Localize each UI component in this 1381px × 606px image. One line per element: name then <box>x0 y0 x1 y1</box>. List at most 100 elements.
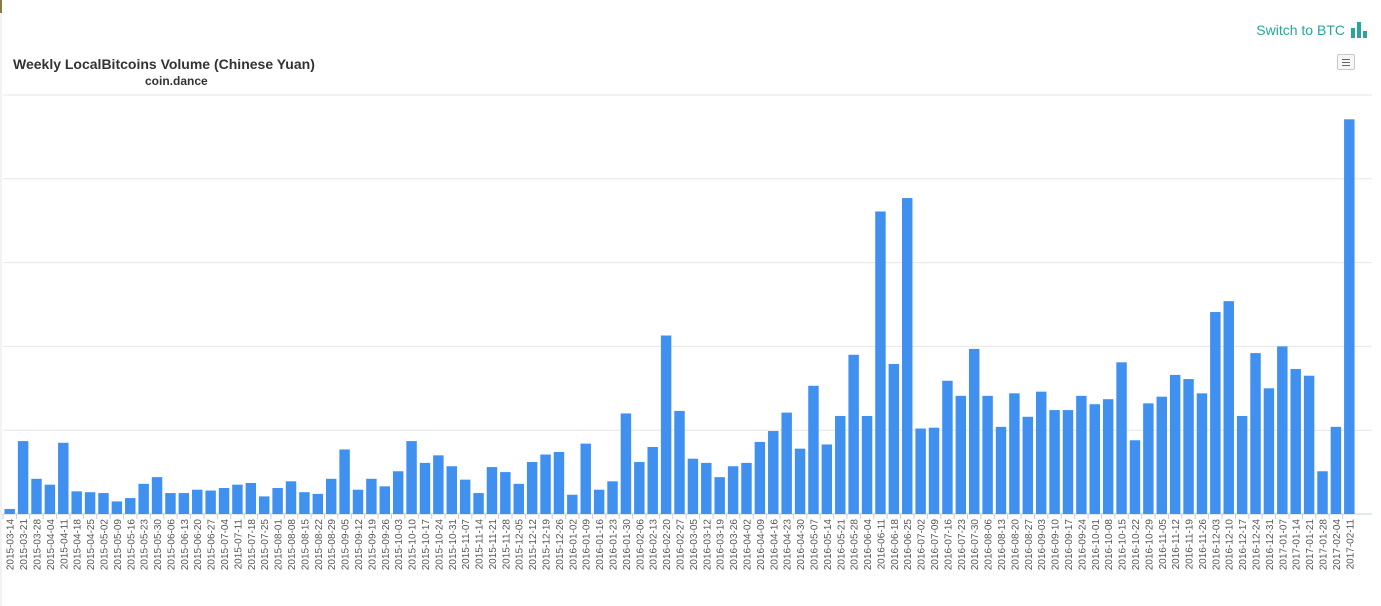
bar-2016-01-23[interactable] <box>607 481 618 514</box>
bar-2016-01-16[interactable] <box>593 489 605 514</box>
bar-2016-05-07[interactable] <box>808 385 819 514</box>
bar-2016-02-20[interactable] <box>660 335 672 514</box>
bar-2016-09-24[interactable] <box>1076 395 1087 514</box>
bar-2015-05-23[interactable] <box>138 483 149 514</box>
bar-2015-03-21[interactable] <box>17 441 29 514</box>
bar-2016-10-08[interactable] <box>1102 399 1114 514</box>
bar-2016-12-17[interactable] <box>1236 415 1248 514</box>
bar-2016-06-11[interactable] <box>875 211 886 515</box>
bar-2016-08-13[interactable] <box>995 426 1007 514</box>
bar-2017-01-21[interactable] <box>1303 375 1315 514</box>
bar-2015-10-03[interactable] <box>392 471 404 514</box>
bar-2016-06-04[interactable] <box>861 415 873 514</box>
bar-2015-08-22[interactable] <box>312 493 324 514</box>
bar-2016-08-20[interactable] <box>1009 393 1020 514</box>
bar-2015-12-12[interactable] <box>526 462 538 514</box>
bar-2015-10-31[interactable] <box>446 466 457 514</box>
bar-2016-02-06[interactable] <box>634 462 645 514</box>
bar-2016-12-03[interactable] <box>1210 312 1221 514</box>
bar-2015-08-29[interactable] <box>325 478 337 514</box>
bar-2016-03-05[interactable] <box>687 458 699 514</box>
bar-2016-04-23[interactable] <box>781 412 792 514</box>
bar-2015-03-28[interactable] <box>31 478 42 514</box>
bar-2016-07-16[interactable] <box>942 380 953 514</box>
bar-2016-04-02[interactable] <box>741 462 752 514</box>
bar-2016-03-12[interactable] <box>701 462 712 514</box>
bar-2015-07-04[interactable] <box>218 488 230 514</box>
bar-2016-07-23[interactable] <box>955 395 967 514</box>
bar-2016-07-02[interactable] <box>915 428 926 514</box>
bar-2016-04-16[interactable] <box>768 431 779 514</box>
chart-context-menu-button[interactable] <box>1337 54 1355 70</box>
bar-2016-04-30[interactable] <box>794 448 806 514</box>
bar-2015-08-08[interactable] <box>285 481 297 514</box>
bar-2016-08-27[interactable] <box>1022 416 1034 514</box>
switch-to-btc-button[interactable]: Switch to BTC <box>1256 18 1369 42</box>
bar-2016-10-29[interactable] <box>1143 403 1154 514</box>
bar-2015-03-14[interactable] <box>4 508 15 514</box>
bar-2016-11-26[interactable] <box>1196 393 1208 514</box>
bar-2015-05-16[interactable] <box>125 498 136 514</box>
bar-2016-06-25[interactable] <box>902 198 913 514</box>
bar-2015-05-30[interactable] <box>151 477 163 514</box>
bar-2016-06-18[interactable] <box>888 364 900 514</box>
bar-2015-09-26[interactable] <box>379 486 391 514</box>
bar-2015-07-25[interactable] <box>259 496 270 514</box>
bar-2017-02-11[interactable] <box>1344 119 1355 515</box>
bar-2017-01-28[interactable] <box>1317 471 1328 514</box>
bar-2016-05-21[interactable] <box>835 415 846 514</box>
bar-2016-11-12[interactable] <box>1169 374 1181 514</box>
bar-2015-11-28[interactable] <box>500 472 511 514</box>
bar-2015-08-15[interactable] <box>299 492 310 514</box>
bar-2015-12-05[interactable] <box>513 483 524 514</box>
bar-2016-08-06[interactable] <box>982 395 993 514</box>
bar-2015-09-05[interactable] <box>339 449 350 514</box>
bar-2015-10-10[interactable] <box>406 441 417 514</box>
bar-2015-06-27[interactable] <box>205 490 216 514</box>
bar-2016-02-13[interactable] <box>647 446 658 514</box>
bar-2015-11-21[interactable] <box>486 467 498 514</box>
bar-2016-02-27[interactable] <box>674 410 685 514</box>
bar-2017-02-04[interactable] <box>1330 426 1342 514</box>
bar-2016-05-28[interactable] <box>848 354 859 514</box>
bar-2016-09-17[interactable] <box>1062 410 1074 514</box>
bar-2015-11-07[interactable] <box>459 479 471 514</box>
bar-2016-12-31[interactable] <box>1263 388 1275 514</box>
bar-2015-11-14[interactable] <box>473 493 484 514</box>
bar-2016-01-30[interactable] <box>620 413 632 514</box>
bar-2015-09-19[interactable] <box>366 478 377 514</box>
bar-2016-11-05[interactable] <box>1156 396 1167 514</box>
bar-2015-04-11[interactable] <box>58 442 69 514</box>
bar-2017-01-14[interactable] <box>1290 369 1301 514</box>
bar-2015-12-26[interactable] <box>553 451 565 514</box>
bar-2015-09-12[interactable] <box>352 489 364 514</box>
bar-2015-04-04[interactable] <box>44 484 56 514</box>
bar-2015-10-17[interactable] <box>419 462 431 514</box>
bar-2016-07-09[interactable] <box>928 427 940 514</box>
bar-2016-09-03[interactable] <box>1035 391 1047 514</box>
bar-2017-01-07[interactable] <box>1277 346 1288 514</box>
bar-2015-06-20[interactable] <box>192 489 203 514</box>
bar-2015-07-18[interactable] <box>245 482 257 514</box>
bar-2016-12-24[interactable] <box>1250 353 1261 514</box>
bar-2015-06-06[interactable] <box>165 493 176 514</box>
bar-2016-05-14[interactable] <box>821 444 833 514</box>
bar-2016-03-26[interactable] <box>727 466 739 514</box>
bar-2016-09-10[interactable] <box>1049 410 1060 514</box>
bar-2016-10-22[interactable] <box>1129 440 1141 514</box>
bar-2015-12-19[interactable] <box>540 454 551 515</box>
bar-2016-10-01[interactable] <box>1089 404 1100 514</box>
bar-2015-07-11[interactable] <box>232 484 243 514</box>
bar-2016-04-09[interactable] <box>754 441 766 514</box>
bar-2016-07-30[interactable] <box>968 348 980 514</box>
bar-2016-01-02[interactable] <box>567 494 578 514</box>
bar-2016-01-09[interactable] <box>580 443 591 514</box>
bar-2015-06-13[interactable] <box>178 493 190 514</box>
bar-2015-10-24[interactable] <box>433 455 444 514</box>
bar-2016-12-10[interactable] <box>1223 301 1234 514</box>
bar-2016-10-15[interactable] <box>1116 362 1127 514</box>
bar-2015-08-01[interactable] <box>272 488 283 514</box>
bar-2015-05-09[interactable] <box>111 501 123 514</box>
bar-2016-03-19[interactable] <box>714 477 725 514</box>
bar-2015-05-02[interactable] <box>98 493 109 514</box>
